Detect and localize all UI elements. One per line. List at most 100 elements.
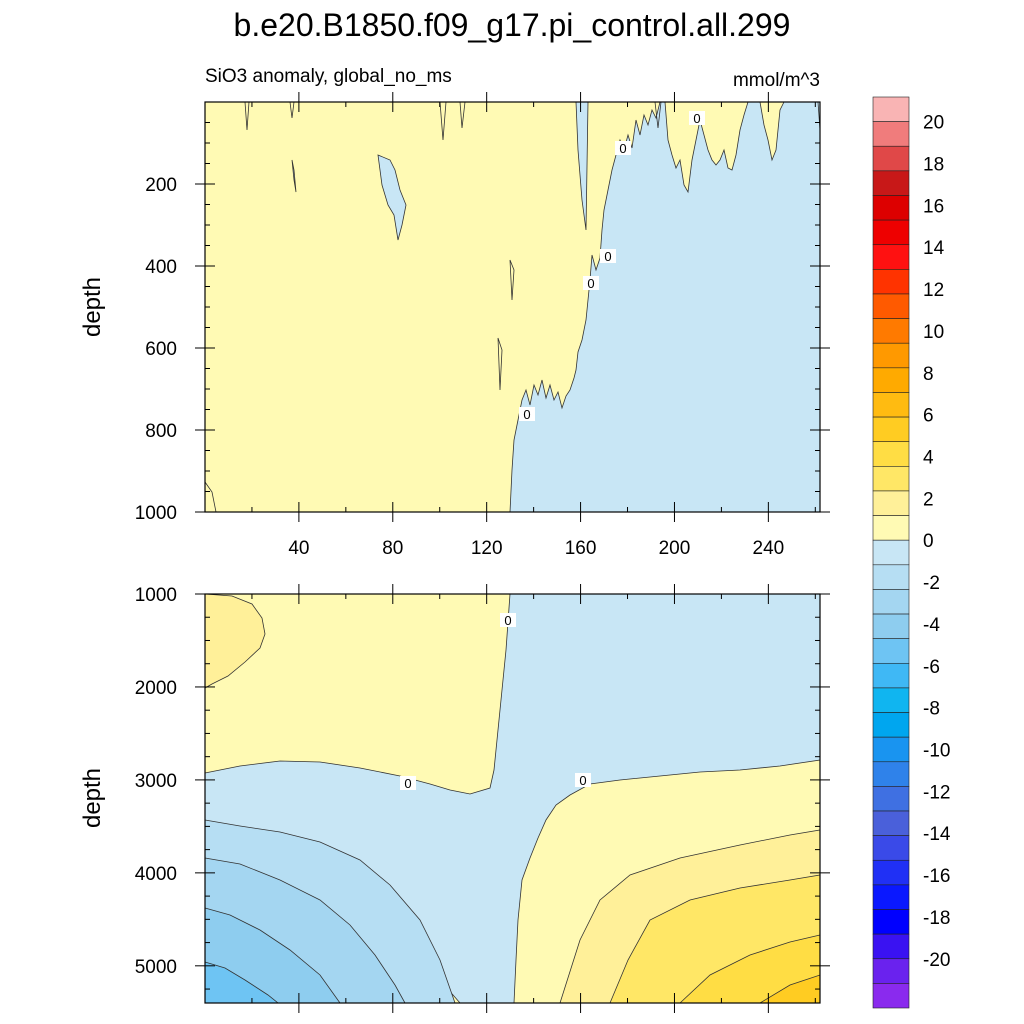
- colorbar-label: -20: [923, 950, 950, 971]
- colorbar-swatch: [872, 269, 910, 295]
- colorbar-swatch: [872, 589, 910, 615]
- colorbar-swatch: [872, 909, 910, 935]
- contour-label: 0: [604, 249, 611, 264]
- contour-label: 0: [579, 773, 586, 788]
- y-tick-label: 2000: [135, 678, 177, 699]
- colorbar-swatch: [872, 983, 910, 1009]
- colorbar-swatch: [872, 662, 910, 689]
- colorbar-swatch: [872, 736, 910, 763]
- upper-contour-blips: [244, 101, 821, 141]
- colorbar-swatch: [872, 195, 910, 221]
- y-tick-label: 3000: [135, 771, 177, 792]
- colorbar-swatch: [872, 244, 910, 270]
- colorbar-swatch: [872, 786, 910, 812]
- colorbar-swatch: [872, 761, 910, 787]
- colorbar-swatch: [872, 367, 910, 393]
- colorbar-swatch: [872, 170, 910, 196]
- lower-axes: 1000 2000 3000 4000 5000: [135, 584, 830, 1013]
- colorbar-swatch: [872, 687, 910, 713]
- colorbar-swatch: [872, 515, 910, 541]
- colorbar-label: 8: [923, 364, 934, 385]
- x-tick-label: 120: [471, 538, 503, 559]
- colorbar-label: -10: [923, 740, 950, 761]
- upper-contour-lines: [204, 259, 515, 513]
- colorbar-label: -18: [923, 908, 950, 929]
- y-tick-label: 4000: [135, 864, 177, 885]
- colorbar-label: 18: [923, 154, 944, 175]
- colorbar-swatch: [872, 638, 910, 664]
- x-tick-label: 160: [565, 538, 597, 559]
- lower-plot-frame: [204, 593, 821, 1004]
- colorbar-swatch: [872, 564, 910, 590]
- colorbar-swatch: [872, 933, 910, 960]
- colorbar-swatch: [872, 490, 910, 516]
- colorbar-label: 0: [923, 531, 934, 552]
- y-tick-label: 200: [145, 175, 177, 196]
- colorbar: 20181614121086420-2-4-6-8-10-12-14-16-18…: [872, 96, 951, 1009]
- lower-positive-core: [204, 593, 266, 689]
- colorbar-swatch: [872, 835, 910, 861]
- colorbar-swatch: [872, 958, 910, 984]
- lower-y-axis-label: depth: [79, 768, 106, 828]
- lower-panel: 0 0 0 1000 2000 3000 4000 5000 depth: [79, 584, 830, 1013]
- y-tick-label: 1000: [135, 585, 177, 606]
- upper-contour-label-group: 0 0 0 0 0: [519, 111, 705, 422]
- subtitle-units: mmol/m^3: [733, 70, 820, 91]
- colorbar-swatch: [872, 416, 910, 443]
- upper-negative-patch-small: [291, 159, 297, 193]
- colorbar-label: 4: [923, 447, 934, 468]
- lower-contour-label-group: 0 0 0: [400, 613, 591, 791]
- colorbar-swatch: [872, 613, 910, 639]
- colorbar-label: -6: [923, 657, 940, 678]
- colorbar-label: 6: [923, 406, 934, 427]
- contour-label: 0: [587, 276, 594, 291]
- colorbar-label: -12: [923, 782, 950, 803]
- upper-y-axis-label: depth: [79, 277, 106, 337]
- x-tick-label: 40: [288, 538, 309, 559]
- colorbar-swatch: [872, 539, 910, 566]
- colorbar-swatch: [872, 121, 910, 147]
- colorbar-swatch: [872, 712, 910, 738]
- upper-panel: 0 0 0 0 0 40 80 120 160 200 240 200 400 600 800 10…: [79, 92, 830, 559]
- colorbar-swatch: [872, 810, 910, 836]
- colorbar-swatch: [872, 293, 910, 319]
- colorbar-label: 2: [923, 489, 934, 510]
- contour-label: 0: [619, 141, 626, 156]
- colorbar-swatch: [872, 392, 910, 418]
- upper-axes: 40 80 120 160 200 240 200 400 600 800 1000: [135, 92, 830, 559]
- colorbar-label: 14: [923, 238, 945, 259]
- figure-title: b.e20.B1850.f09_g17.pi_control.all.299: [234, 7, 791, 43]
- colorbar-label: 20: [923, 113, 944, 134]
- y-tick-label: 5000: [135, 957, 177, 978]
- subtitle-left: SiO3 anomaly, global_no_ms: [205, 66, 452, 87]
- colorbar-label: 16: [923, 196, 944, 217]
- x-tick-label: 240: [753, 538, 785, 559]
- contour-label: 0: [504, 613, 511, 628]
- x-tick-label: 200: [659, 538, 691, 559]
- upper-negative-patch: [377, 154, 407, 241]
- colorbar-label: -4: [923, 615, 940, 636]
- colorbar-swatch: [872, 96, 910, 122]
- colorbar-label: -8: [923, 699, 940, 720]
- colorbar-swatch: [872, 342, 910, 369]
- colorbar-swatch: [872, 884, 910, 910]
- y-tick-label: 800: [145, 421, 177, 442]
- colorbar-label: -14: [923, 824, 951, 845]
- y-tick-label: 1000: [135, 503, 177, 524]
- contour-label: 0: [693, 111, 700, 126]
- x-tick-label: 80: [382, 538, 403, 559]
- contour-label: 0: [523, 407, 530, 422]
- colorbar-swatch: [872, 318, 910, 344]
- colorbar-label: 10: [923, 322, 944, 343]
- y-tick-label: 400: [145, 257, 177, 278]
- colorbar-label: 12: [923, 280, 944, 301]
- colorbar-label: -2: [923, 573, 940, 594]
- colorbar-label: -16: [923, 866, 950, 887]
- colorbar-swatch: [872, 145, 910, 172]
- contour-label: 0: [404, 776, 411, 791]
- y-tick-label: 600: [145, 339, 177, 360]
- colorbar-swatch: [872, 219, 910, 246]
- colorbar-swatch: [872, 466, 910, 492]
- upper-negative-field: [509, 101, 821, 513]
